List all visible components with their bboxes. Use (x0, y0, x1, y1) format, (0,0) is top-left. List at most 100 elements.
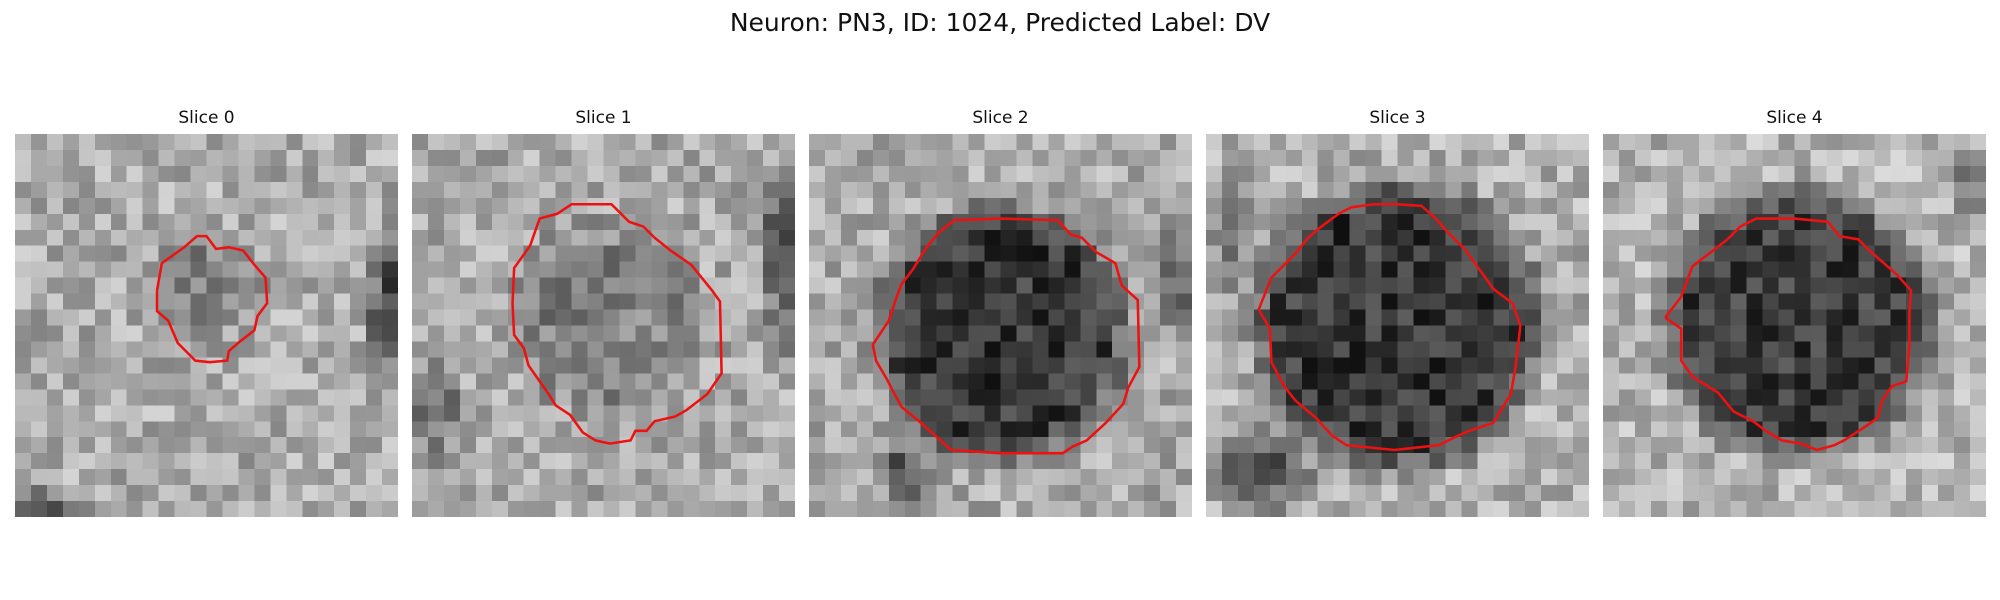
image-pixel (651, 213, 668, 231)
image-pixel (840, 261, 858, 278)
image-pixel (126, 261, 143, 278)
image-pixel (1381, 469, 1398, 486)
image-pixel (523, 341, 540, 358)
image-pixel (286, 501, 303, 517)
image-pixel (78, 469, 96, 486)
image-pixel (1128, 501, 1145, 517)
image-pixel (1842, 277, 1859, 294)
image-pixel (603, 149, 620, 167)
image-pixel (603, 373, 620, 390)
image-pixel (286, 197, 303, 215)
image-pixel (1032, 389, 1049, 406)
image-pixel (1365, 277, 1382, 294)
image-pixel (238, 341, 255, 358)
image-pixel (1842, 405, 1859, 422)
image-pixel (731, 437, 748, 454)
image-pixel (1206, 469, 1223, 486)
image-pixel (382, 197, 398, 215)
image-pixel (1429, 421, 1446, 438)
image-pixel (651, 501, 668, 517)
image-pixel (475, 373, 493, 390)
image-pixel (809, 325, 826, 342)
image-pixel (1509, 149, 1526, 167)
image-pixel (731, 229, 748, 247)
image-pixel (1285, 421, 1303, 438)
image-pixel (1333, 469, 1350, 486)
image-pixel (1493, 261, 1510, 278)
image-pixel (318, 245, 335, 262)
image-pixel (984, 134, 1001, 151)
image-pixel (1016, 197, 1033, 215)
image-pixel (507, 181, 525, 199)
image-pixel (1176, 213, 1192, 231)
image-pixel (1618, 501, 1636, 517)
image-pixel (1810, 373, 1827, 390)
image-pixel (30, 261, 48, 278)
image-pixel (779, 229, 795, 247)
image-pixel (872, 501, 890, 517)
image-pixel (1096, 421, 1113, 438)
image-pixel (747, 149, 764, 167)
image-pixel (126, 293, 143, 310)
image-pixel (603, 389, 620, 406)
image-pixel (1970, 149, 1986, 167)
image-pixel (443, 357, 461, 374)
image-pixel (286, 421, 303, 438)
image-pixel (382, 469, 398, 486)
image-pixel (1429, 245, 1446, 262)
image-pixel (952, 293, 969, 310)
image-pixel (1477, 325, 1494, 342)
image-pixel (904, 277, 922, 294)
image-pixel (1032, 373, 1049, 390)
image-pixel (809, 181, 826, 199)
image-pixel (1618, 213, 1636, 231)
image-pixel (1650, 134, 1668, 151)
image-pixel (1032, 277, 1049, 294)
image-pixel (1477, 501, 1494, 517)
image-pixel (1269, 453, 1287, 470)
image-pixel (1603, 293, 1620, 310)
image-pixel (539, 469, 556, 486)
image-pixel (747, 261, 764, 278)
image-pixel (651, 277, 668, 294)
image-pixel (763, 229, 780, 247)
image-pixel (699, 469, 716, 486)
image-pixel (507, 229, 525, 247)
image-pixel (1477, 165, 1494, 183)
image-pixel (1285, 229, 1303, 247)
image-pixel (507, 501, 525, 517)
image-pixel (286, 165, 303, 183)
image-pixel (30, 277, 48, 294)
image-pixel (94, 309, 112, 326)
image-pixel (1603, 245, 1620, 262)
image-pixel (872, 213, 890, 231)
image-pixel (270, 485, 287, 502)
image-pixel (1112, 229, 1129, 247)
image-pixel (1557, 134, 1574, 151)
image-pixel (507, 373, 525, 390)
image-pixel (1301, 293, 1319, 310)
image-pixel (1493, 389, 1510, 406)
image-pixel (1874, 309, 1891, 326)
image-pixel (779, 134, 795, 151)
image-pixel (984, 373, 1001, 390)
image-pixel (1285, 213, 1303, 231)
image-pixel (1970, 501, 1986, 517)
image-pixel (475, 341, 493, 358)
image-pixel (1874, 485, 1891, 502)
image-pixel (46, 149, 64, 167)
image-pixel (1525, 325, 1542, 342)
image-pixel (920, 341, 937, 358)
image-pixel (651, 134, 668, 151)
image-pixel (1906, 149, 1923, 167)
image-pixel (459, 181, 477, 199)
image-pixel (1746, 165, 1763, 183)
image-pixel (94, 261, 112, 278)
image-pixel (1445, 293, 1462, 310)
image-pixel (1237, 245, 1255, 262)
image-pixel (1730, 277, 1747, 294)
image-pixel (142, 229, 159, 247)
image-pixel (1221, 469, 1239, 486)
image-pixel (667, 293, 684, 310)
image-pixel (920, 469, 937, 486)
